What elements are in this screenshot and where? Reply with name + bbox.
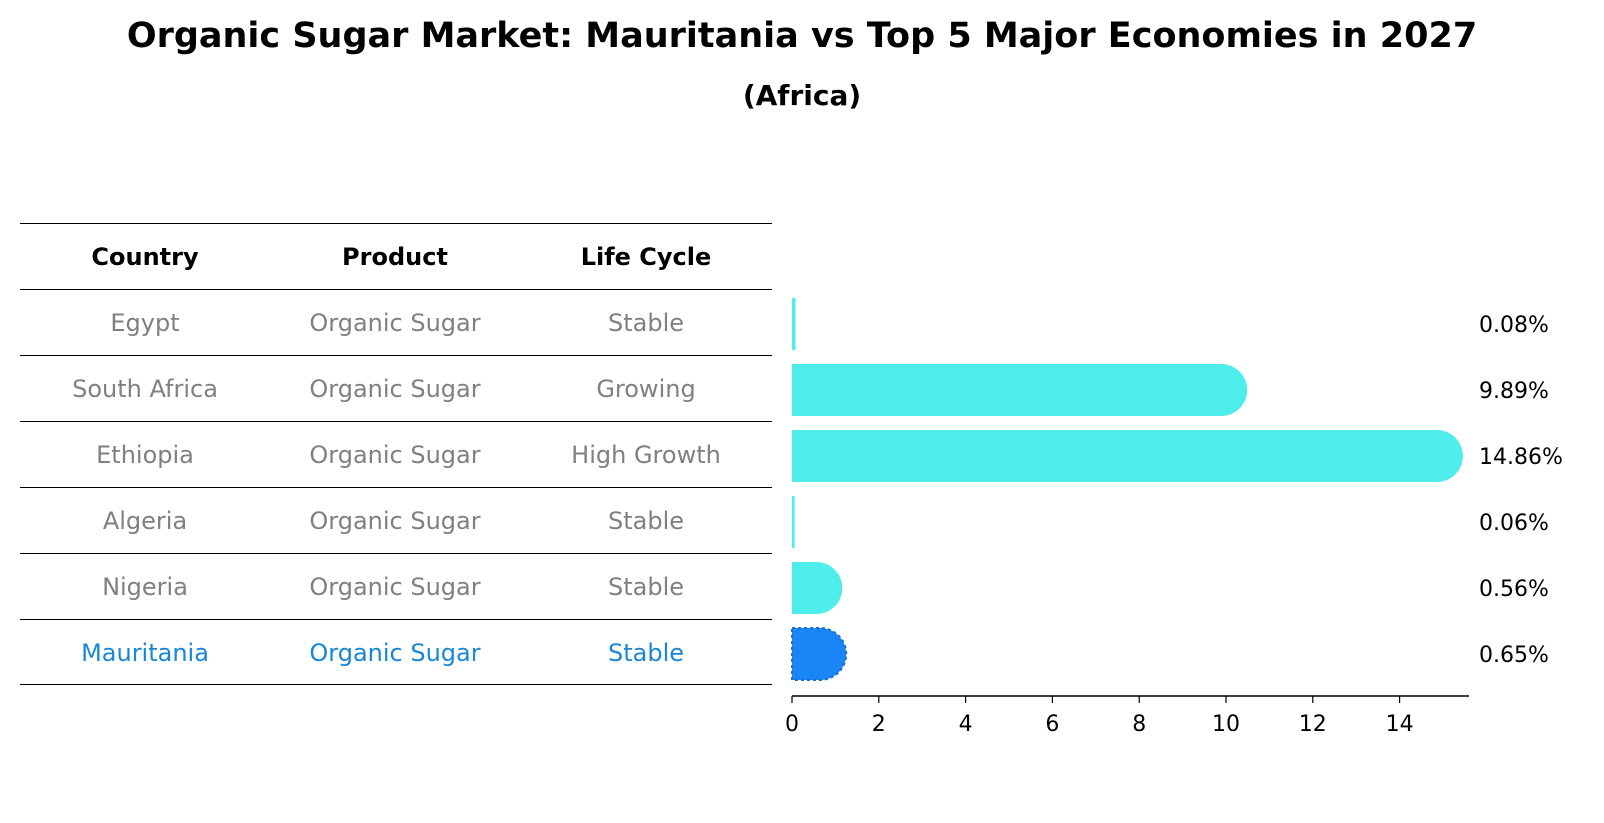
- table-row: Egypt Organic Sugar Stable: [20, 289, 772, 355]
- country-cell: Mauritania: [81, 639, 209, 667]
- bar-algeria: [792, 496, 795, 548]
- table-row-highlight: Mauritania Organic Sugar Stable: [20, 619, 772, 685]
- x-tick-label: 2: [872, 712, 886, 737]
- chart-title: Organic Sugar Market: Mauritania vs Top …: [126, 16, 1478, 56]
- x-tick-label: 4: [959, 712, 973, 737]
- x-tick-label: 8: [1132, 712, 1146, 737]
- life-cycle-cell: Stable: [607, 573, 685, 601]
- country-cell: Algeria: [102, 507, 188, 535]
- table-header-row: Country Product Life Cycle: [20, 223, 772, 289]
- x-tick-label: 12: [1299, 712, 1327, 737]
- country-cell: Ethiopia: [96, 441, 194, 469]
- life-cycle-cell: Stable: [607, 507, 685, 535]
- life-cycle-cell: Growing: [596, 375, 696, 403]
- life-cycle-cell: Stable: [607, 639, 685, 667]
- life-cycle-cell: High Growth: [571, 441, 721, 469]
- x-tick-label: 14: [1386, 712, 1414, 737]
- product-cell: Organic Sugar: [309, 639, 481, 667]
- x-tick-label: 6: [1045, 712, 1059, 737]
- value-label: 0.65%: [1479, 643, 1549, 668]
- x-tick-label: 0: [785, 712, 799, 737]
- value-label: 0.56%: [1479, 577, 1549, 602]
- table-row: Algeria Organic Sugar Stable: [20, 487, 772, 553]
- value-label: 0.06%: [1479, 511, 1549, 536]
- value-label: 9.89%: [1479, 379, 1549, 404]
- country-cell: South Africa: [72, 375, 218, 403]
- product-cell: Organic Sugar: [309, 507, 481, 535]
- value-label: 14.86%: [1479, 445, 1563, 470]
- header-life-cycle: Life Cycle: [580, 243, 712, 271]
- product-cell: Organic Sugar: [309, 375, 481, 403]
- header-product: Product: [342, 243, 448, 271]
- product-cell: Organic Sugar: [309, 573, 481, 601]
- product-cell: Organic Sugar: [309, 309, 481, 337]
- data-table: Country Product Life Cycle Egypt Organic…: [20, 223, 772, 685]
- bar-egypt: [792, 298, 796, 350]
- country-cell: Nigeria: [102, 573, 188, 601]
- product-cell: Organic Sugar: [309, 441, 481, 469]
- bar-south-africa: [792, 364, 1248, 416]
- bar-nigeria: [792, 562, 843, 614]
- x-tick-label: 10: [1212, 712, 1240, 737]
- bar-ethiopia: [792, 430, 1463, 482]
- value-label: 0.08%: [1479, 313, 1549, 338]
- bar-mauritania: [791, 627, 848, 681]
- table-row: South Africa Organic Sugar Growing: [20, 355, 772, 421]
- table-row: Nigeria Organic Sugar Stable: [20, 553, 772, 619]
- country-cell: Egypt: [110, 309, 180, 337]
- table-row: Ethiopia Organic Sugar High Growth: [20, 421, 772, 487]
- life-cycle-cell: Stable: [607, 309, 685, 337]
- header-country: Country: [91, 243, 199, 271]
- chart-subtitle: (Africa): [742, 79, 862, 112]
